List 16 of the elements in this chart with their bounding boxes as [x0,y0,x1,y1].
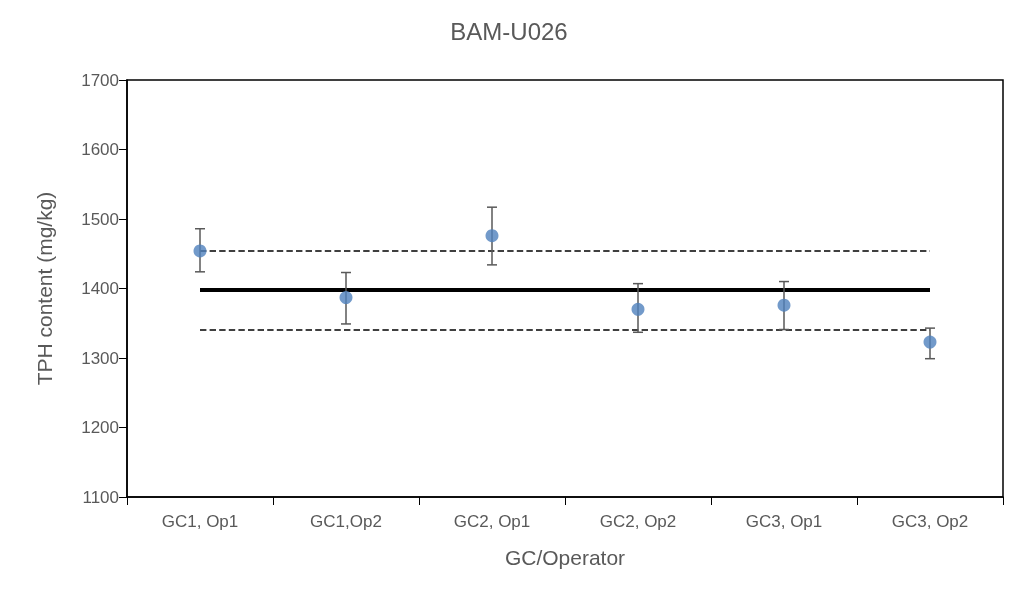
y-tick-label: 1200 [81,418,119,437]
x-tick-label: GC1, Op1 [161,512,239,531]
x-axis-title: GC/Operator [504,546,626,569]
y-tick-label: 1700 [81,70,119,90]
x-tick-label: GC3, Op1 [745,512,823,531]
y-tick-label: 1300 [81,348,119,368]
y-tick-label: 1600 [81,140,119,159]
y-axis-title: TPH content (mg/kg) [33,191,56,386]
x-tick-label: GC2, Op1 [453,512,531,531]
y-tick-label: 1100 [82,487,119,507]
x-tick-label: GC2, Op2 [599,512,677,531]
y-tick-label: 1500 [81,209,119,229]
y-tick-label: 1400 [81,279,119,298]
x-tick-label: GC1,Op2 [310,512,382,531]
x-tick-label: GC3, Op2 [891,512,969,531]
chart-title: BAM-U026 [450,17,568,45]
